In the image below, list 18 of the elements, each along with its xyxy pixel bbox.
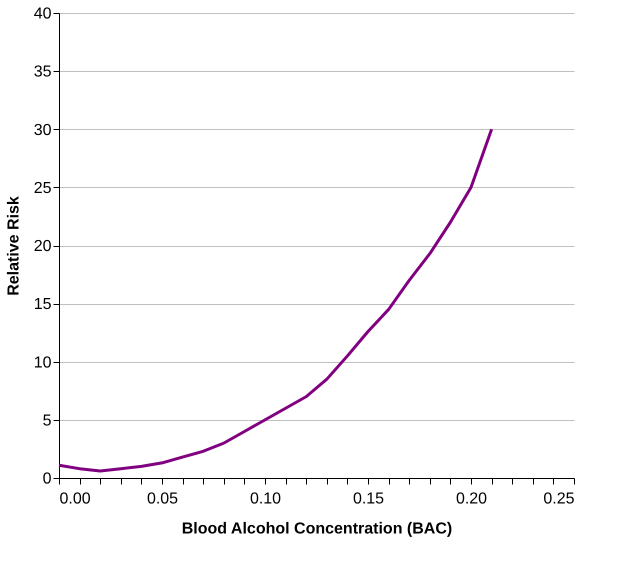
y-tick-label: 40 <box>34 6 52 22</box>
y-tick-label: 5 <box>42 412 52 430</box>
x-tick-label: 0.10 <box>250 490 282 508</box>
x-tick-label: 0.15 <box>352 490 384 508</box>
x-tick-label: 0.05 <box>146 490 178 508</box>
x-tick-label: 0.25 <box>543 490 575 508</box>
y-tick-label: 25 <box>34 180 52 197</box>
y-tick-label: 15 <box>34 296 52 314</box>
y-axis-title: Relative Risk <box>6 196 23 296</box>
x-tick-label: 0.20 <box>456 490 488 508</box>
line-series <box>58 128 494 473</box>
y-tick-label: 10 <box>34 354 52 372</box>
y-tick-label: 20 <box>34 238 52 255</box>
y-tick-label: 0 <box>42 470 52 488</box>
x-tick-label: 0.00 <box>60 490 91 508</box>
y-tick-label: 30 <box>34 122 52 139</box>
x-axis-title: Blood Alcohol Concentration (BAC) <box>182 520 452 538</box>
y-tick-label: 35 <box>34 64 52 81</box>
